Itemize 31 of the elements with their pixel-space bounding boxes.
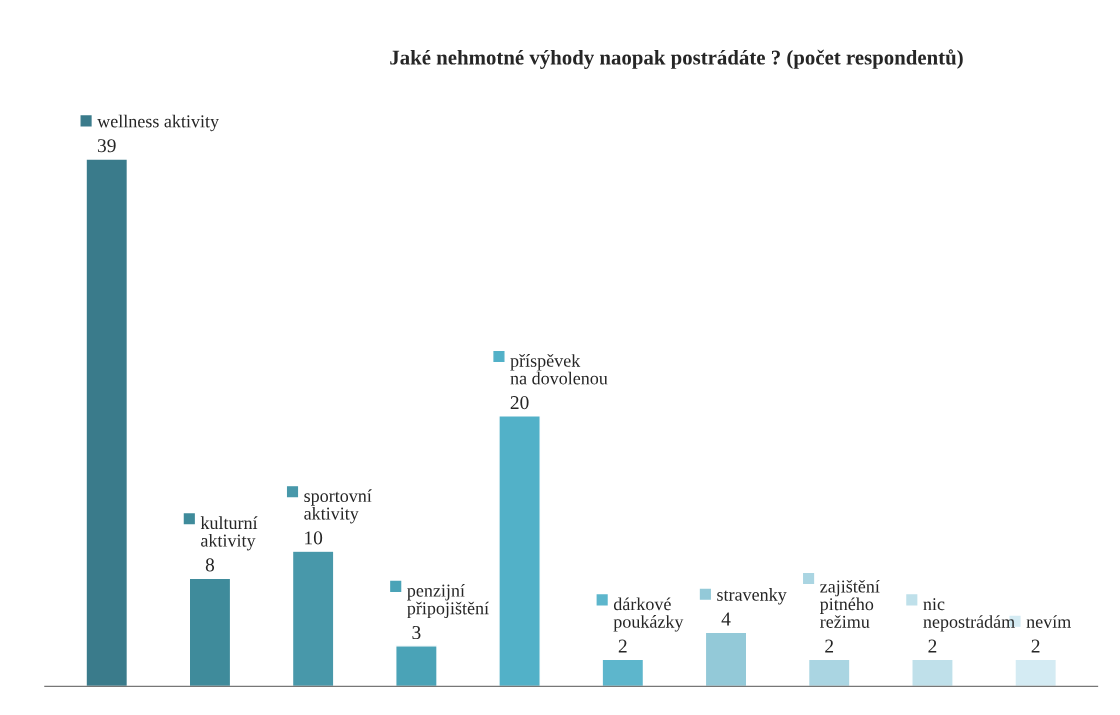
data-label: 10 bbox=[305, 531, 323, 545]
x-tick-label: příspěvek na dovolenou bbox=[510, 354, 608, 385]
x-tick-label: wellness aktivity bbox=[97, 114, 219, 132]
chart-title: Jaké nehmotné výhody naopak postrádáte ? (počet respondentů) bbox=[390, 49, 963, 69]
x-tick-label: dárkové poukázky bbox=[613, 597, 684, 632]
bar bbox=[498, 415, 541, 687]
bar bbox=[1014, 658, 1058, 687]
bar bbox=[704, 631, 748, 687]
x-tick-label: zajištění pitného režimu bbox=[820, 579, 880, 628]
data-label: 3 bbox=[412, 626, 421, 640]
data-label: 2 bbox=[618, 639, 627, 653]
bar bbox=[85, 158, 129, 687]
bar bbox=[291, 550, 335, 687]
data-label: 39 bbox=[97, 139, 116, 153]
x-tick-label: stravenky bbox=[717, 588, 787, 605]
x-tick-label: sportovní aktivity bbox=[304, 489, 372, 524]
bar bbox=[807, 658, 851, 687]
x-tick-label: nic nepostrádám bbox=[923, 598, 1015, 632]
bar bbox=[911, 658, 954, 687]
data-label: 4 bbox=[721, 612, 731, 626]
bar bbox=[601, 658, 645, 687]
x-tick-label: kulturní aktivity bbox=[200, 516, 258, 551]
x-tick-label: nevím bbox=[1026, 615, 1071, 628]
bar bbox=[395, 645, 438, 687]
data-label: 2 bbox=[1031, 639, 1040, 653]
bar bbox=[188, 577, 232, 687]
data-label: 20 bbox=[510, 396, 529, 410]
data-label: 8 bbox=[205, 558, 215, 572]
x-tick-label: penzijní připojištění bbox=[407, 583, 489, 619]
data-label: 2 bbox=[928, 639, 937, 653]
data-label: 2 bbox=[825, 639, 834, 653]
